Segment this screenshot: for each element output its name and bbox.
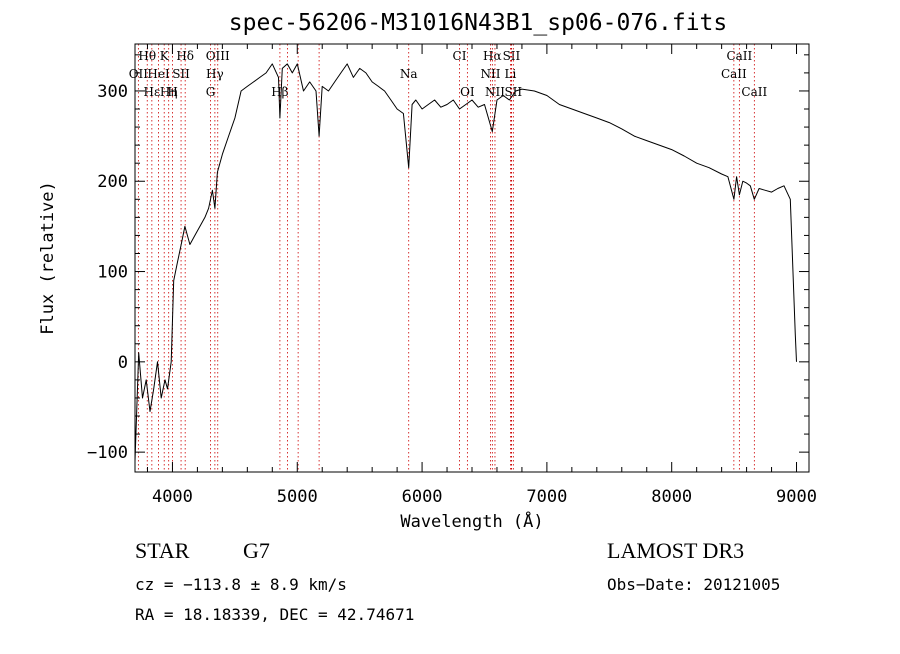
- spectrum-line: [134, 63, 797, 462]
- spectral-line-label: G: [206, 85, 216, 99]
- spectral-line-label: Hε: [144, 85, 161, 99]
- ra-dec: RA = 18.18339, DEC = 42.74671: [135, 605, 414, 624]
- spectral-line-label: OI: [460, 85, 475, 99]
- redshift-cz: cz = −113.8 ± 8.9 km/s: [135, 575, 347, 594]
- spectral-line-label: SII: [172, 67, 190, 81]
- x-axis-label: Wavelength (Å): [400, 510, 543, 532]
- x-tick-label: 5000: [277, 487, 318, 507]
- spectral-line-label: CaII: [726, 49, 752, 63]
- survey-name: LAMOST DR3: [607, 538, 744, 563]
- spectral-line-label: Li: [505, 67, 517, 81]
- spectral-line-label: SII: [504, 85, 522, 99]
- spectral-line-label: OIII: [206, 49, 230, 63]
- plot-frame: [134, 43, 810, 473]
- spectral-line-label: NII: [480, 67, 500, 81]
- x-tick-label: 7000: [526, 487, 567, 507]
- y-tick-label: −100: [87, 443, 128, 463]
- y-tick-label: 200: [97, 172, 128, 192]
- x-tick-label: 8000: [651, 487, 692, 507]
- y-axis-label: Flux (relative): [38, 181, 58, 335]
- spectrum-series: [134, 63, 797, 462]
- spectral-line-label: K: [160, 49, 170, 63]
- spectral-line-label: HeI: [147, 67, 170, 81]
- spectral-line-label: CI: [453, 49, 467, 63]
- spectral-line-markers: HθKHδOIIICIHαSIICaIIOIIHeISIIHγNaNIILiCa…: [129, 44, 767, 472]
- spectral-line-label: OII: [129, 67, 149, 81]
- spectral-line-label: H: [167, 85, 177, 99]
- spectral-line-label: NII: [485, 85, 505, 99]
- y-tick-label: 0: [118, 353, 128, 373]
- spectral-line-label: Hθ: [138, 49, 156, 63]
- spectral-line-label: Hη: [160, 85, 178, 99]
- x-tick-label: 6000: [402, 487, 443, 507]
- spectral-line-label: Hβ: [271, 85, 288, 99]
- spectral-line-label: CaII: [741, 85, 767, 99]
- y-tick-label: 300: [97, 82, 128, 102]
- y-axis-ticks: −100 0 100 200 300: [87, 54, 809, 463]
- spectral-line-label: Hα: [483, 49, 502, 63]
- x-tick-label: 4000: [152, 487, 193, 507]
- spectral-line-label: Hγ: [206, 67, 224, 81]
- object-subclass: G7: [243, 538, 270, 563]
- spectral-line-label: Na: [400, 67, 418, 81]
- x-axis-ticks: 4000 5000 6000 7000 8000 9000: [146, 44, 817, 507]
- x-tick-label: 9000: [776, 487, 817, 507]
- object-class: STAR: [135, 538, 190, 563]
- chart-title: spec-56206-M31016N43B1_sp06-076.fits: [229, 10, 728, 36]
- spectral-line-label: Hδ: [176, 49, 194, 63]
- y-tick-label: 100: [97, 263, 128, 283]
- observation-date: Obs−Date: 20121005: [607, 575, 780, 594]
- spectral-line-label: CaII: [721, 67, 747, 81]
